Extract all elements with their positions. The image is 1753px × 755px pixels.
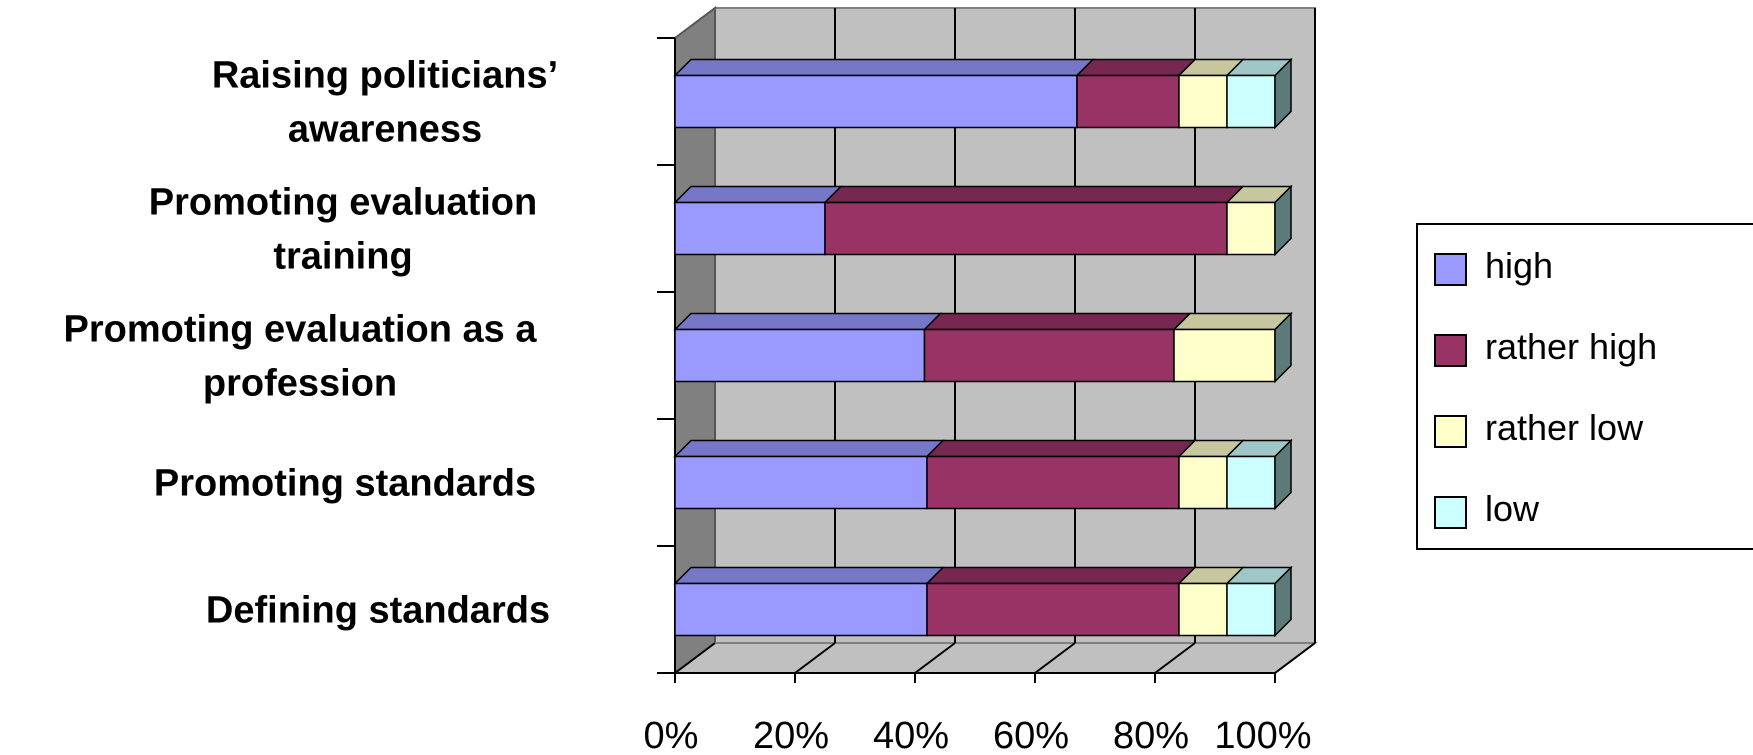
x-tick-label: 80% [1113, 715, 1189, 755]
legend-swatch [1434, 253, 1467, 286]
bar-segment-high [673, 58, 1095, 129]
bar-segment-rather-high [925, 439, 1197, 510]
x-tick-label: 20% [753, 715, 829, 755]
floor-gridline [1034, 642, 1076, 674]
legend-label: rather high [1485, 326, 1657, 367]
floor [672, 642, 1318, 674]
bars [673, 57, 1293, 638]
legend-box [1416, 223, 1753, 550]
category-labels: Raising politicians’ awareness Promoting e… [64, 55, 559, 632]
legend-swatch [1434, 415, 1467, 448]
legend-item: low [1434, 488, 1540, 529]
legend-swatch [1434, 496, 1467, 529]
legend-label: rather low [1485, 407, 1644, 448]
bar-segment-rather-low [1225, 184, 1293, 257]
x-tick-label: 0% [644, 715, 699, 755]
tick-labels: 0% 20% 40% 60% 80% 100% [644, 715, 1312, 755]
category-label: Defining standards [206, 590, 550, 632]
legend: high rather high rather low low [1416, 223, 1753, 550]
bar-segment-low [1225, 565, 1293, 638]
legend-swatch [1434, 334, 1467, 367]
bar-segment-rather-low [1177, 58, 1245, 129]
category-label: Promoting evaluation as a [64, 309, 538, 351]
legend-item: high [1434, 245, 1553, 286]
x-tick-label: 60% [993, 715, 1069, 755]
bar-segment-high [673, 312, 943, 383]
legend-item: rather low [1434, 407, 1644, 448]
category-label: Promoting standards [154, 463, 536, 505]
legend-item: rather high [1434, 326, 1657, 367]
bar-segment-low [1225, 438, 1293, 511]
category-label: profession [203, 363, 397, 405]
floor-gridline [1154, 642, 1196, 674]
bar-segment-rather-low [1172, 311, 1293, 384]
bar-segment-low [1225, 57, 1293, 130]
category-label: training [273, 236, 412, 278]
legend-label: low [1485, 488, 1540, 529]
category-label: Raising politicians’ [212, 55, 558, 97]
floor-gridline [674, 642, 716, 674]
bar-segment-rather-high [925, 566, 1197, 637]
floor-gridline [914, 642, 956, 674]
bar-segment-rather-high [1075, 58, 1197, 129]
floor-gridline [794, 642, 836, 674]
category-label: awareness [288, 109, 482, 151]
bar-segment-high [673, 439, 945, 510]
floor-gridline [1274, 642, 1316, 674]
bar-segment-rather-high [823, 185, 1245, 256]
bar-segment-high [673, 185, 843, 256]
bar-segment-rather-low [1177, 439, 1245, 510]
x-tick-label: 40% [873, 715, 949, 755]
category-label: Promoting evaluation [149, 182, 537, 224]
x-tick-label: 100% [1214, 715, 1311, 755]
legend-label: high [1485, 245, 1553, 286]
bar-segment-rather-high [922, 312, 1192, 383]
bar-segment-high [673, 566, 945, 637]
bar-segment-rather-low [1177, 566, 1245, 637]
